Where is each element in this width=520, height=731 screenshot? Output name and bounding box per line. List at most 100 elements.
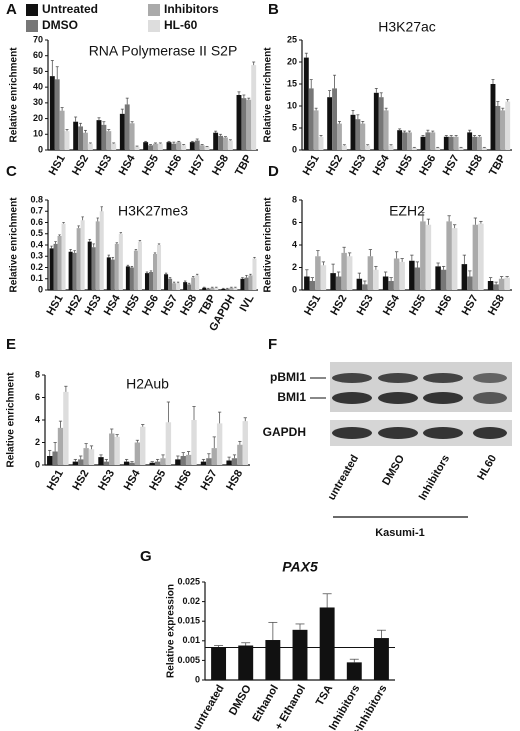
bar (110, 259, 115, 290)
band (423, 427, 463, 439)
y-tick-label: 6 (292, 217, 297, 227)
bar (248, 275, 253, 290)
bar (388, 281, 394, 290)
y-tick-label: 4 (292, 239, 297, 249)
bar (53, 243, 58, 290)
bar (236, 95, 242, 150)
bar (78, 126, 83, 150)
y-tick-label: 0.1 (30, 273, 43, 283)
bar (505, 101, 511, 150)
y-tick-label: 0.025 (177, 576, 200, 586)
bar (241, 98, 247, 150)
bar (226, 460, 232, 465)
x-tick-label: HS2 (328, 293, 349, 318)
panel-label: C (6, 163, 17, 180)
y-axis-label: Relative enrichment (263, 47, 274, 143)
bar (225, 288, 230, 290)
bar (101, 124, 107, 150)
panel-label: E (6, 336, 16, 353)
x-tick-label: HS5 (394, 153, 415, 178)
x-tick-label: HS1 (301, 153, 322, 178)
y-tick-label: 0.005 (177, 655, 200, 665)
bar (124, 104, 130, 150)
bar (160, 458, 166, 465)
x-tick-label: HS6 (163, 153, 184, 178)
x-tick-label: HS7 (159, 293, 180, 318)
x-tick-label: HS3 (347, 153, 368, 178)
panel-label: G (140, 548, 152, 565)
x-tick-label: HS7 (460, 293, 481, 318)
bar (98, 457, 104, 465)
x-tick-label: IVL (238, 293, 257, 314)
y-axis-label: Relative enrichment (6, 372, 17, 468)
bar (341, 252, 347, 290)
legend-swatch (26, 20, 38, 32)
y-tick-label: 60 (33, 50, 43, 60)
bar (88, 449, 95, 465)
bar (362, 284, 368, 290)
bar (165, 422, 172, 465)
panel-label: B (268, 1, 279, 18)
bar (346, 256, 353, 290)
bar (335, 276, 342, 290)
bar (216, 423, 223, 465)
x-tick-label: HS2 (324, 153, 345, 178)
bar (64, 131, 70, 150)
bar (472, 136, 477, 150)
bar (148, 145, 153, 150)
y-axis-label: Relative expression (166, 584, 177, 678)
bar (183, 282, 188, 290)
x-tick-label: HS2 (64, 293, 85, 318)
bar (114, 243, 119, 290)
x-tick-label: HS5 (407, 293, 428, 318)
bar (191, 420, 197, 465)
bar (244, 277, 249, 290)
bar (129, 123, 135, 150)
bar (341, 145, 347, 150)
bar (330, 273, 336, 290)
bar (446, 221, 452, 290)
band (378, 427, 418, 439)
y-tick-label: 20 (287, 56, 297, 66)
bar (149, 462, 155, 465)
bar (355, 119, 361, 150)
bar (319, 607, 335, 680)
bar (435, 266, 441, 290)
bar (231, 458, 238, 465)
bar (96, 120, 102, 150)
x-tick-label: HS7 (441, 153, 462, 178)
legend-swatch (148, 4, 160, 16)
legend-swatch (26, 4, 38, 16)
y-tick-label: 25 (287, 34, 297, 44)
y-tick-label: 8 (292, 194, 297, 204)
bar (238, 645, 254, 680)
lane-label: HL60 (475, 453, 499, 482)
y-tick-label: 0 (38, 284, 43, 294)
x-tick-label: HS1 (45, 468, 66, 493)
bar (332, 88, 337, 150)
bar (318, 136, 324, 150)
chart-title: PAX5 (282, 559, 318, 575)
bar (129, 267, 134, 290)
bar (487, 281, 494, 290)
bar (407, 132, 412, 150)
lane-label: untreated (326, 453, 361, 502)
y-axis-label: Relative enrichment (263, 197, 274, 293)
bar (382, 276, 389, 290)
y-tick-label: 70 (33, 34, 43, 44)
bar (373, 638, 389, 680)
lane-label: DMSO (380, 453, 407, 488)
legend-label: HL-60 (164, 18, 198, 32)
x-tick-label: HS1 (45, 293, 66, 318)
x-tick-label: untreated (191, 683, 226, 731)
panel-label: D (268, 163, 279, 180)
x-tick-label: HS8 (210, 153, 231, 178)
bar (223, 137, 228, 150)
x-tick-label: HS1 (302, 293, 323, 318)
bar (218, 135, 223, 150)
y-tick-label: 0 (292, 144, 297, 154)
bar (199, 145, 205, 150)
bar (242, 421, 248, 465)
legend-label: DMSO (42, 18, 78, 32)
